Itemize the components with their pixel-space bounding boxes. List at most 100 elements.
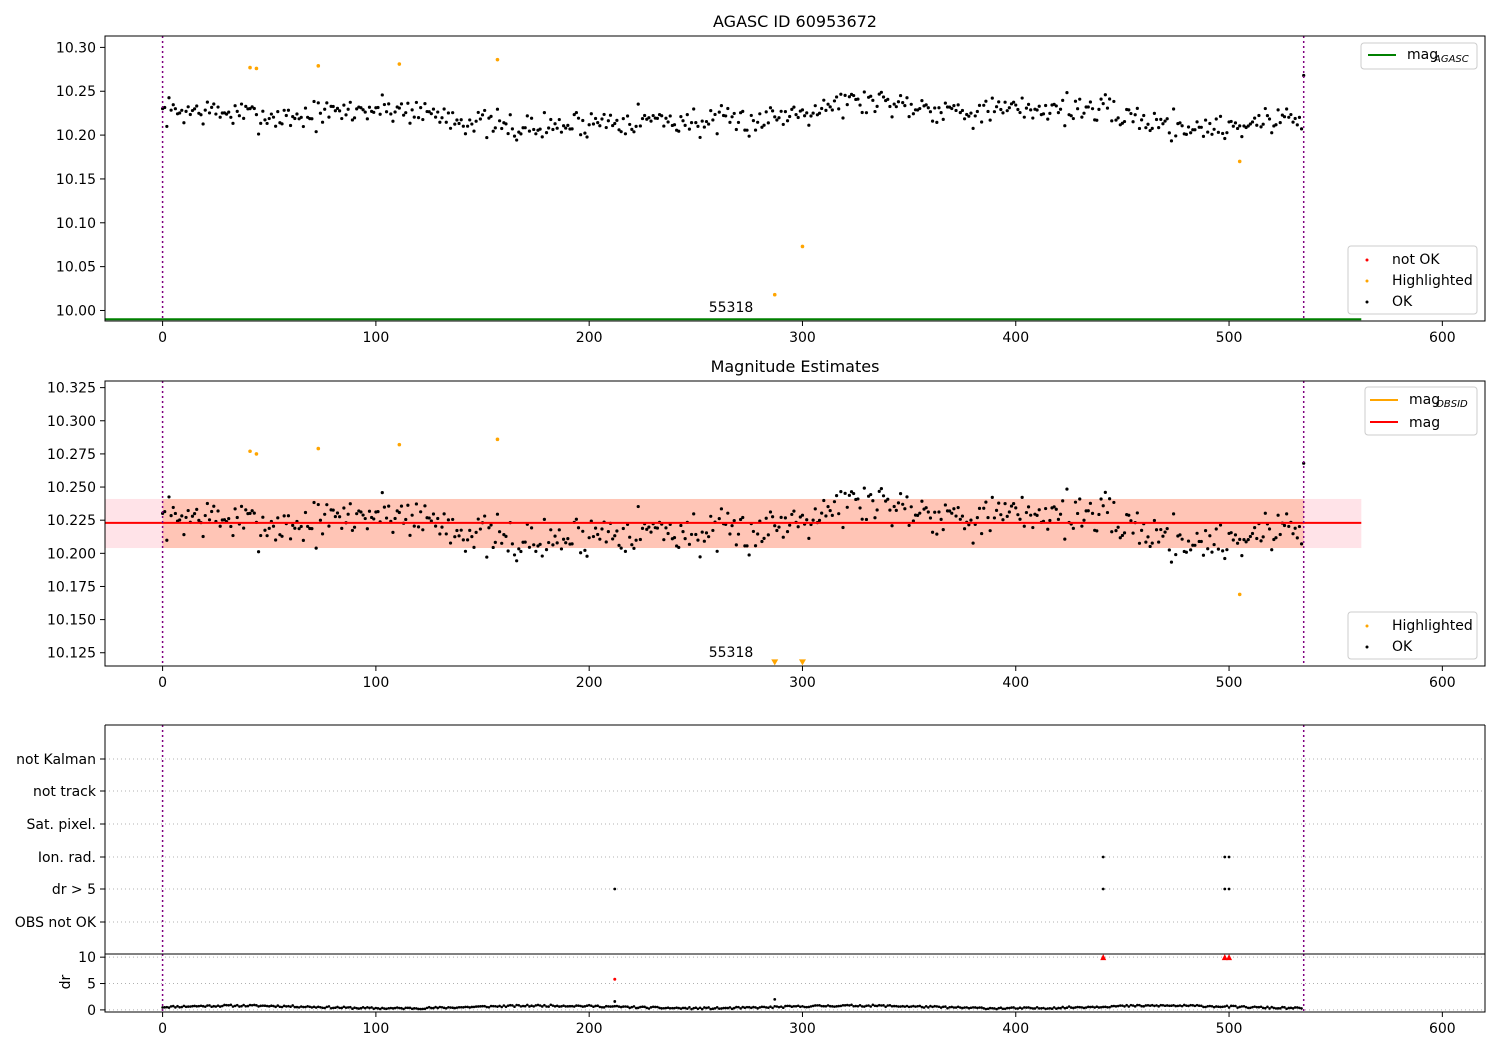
agasc-ok-point — [1024, 106, 1029, 110]
agasc-ok-point — [909, 102, 913, 106]
dr-point — [907, 1005, 911, 1009]
agasc-ok-point — [365, 117, 369, 121]
agasc-ok-point — [163, 105, 167, 110]
estimates-ok-point — [252, 511, 256, 515]
dr-point — [577, 1004, 580, 1007]
agasc-ok-point — [1259, 125, 1263, 129]
agasc-ok-point — [600, 117, 604, 121]
dr-point — [331, 1006, 335, 1010]
dr-point — [534, 1004, 538, 1007]
agasc-ok-point — [785, 119, 790, 123]
estimates-ok-point — [195, 507, 199, 511]
dr-point — [481, 1004, 484, 1008]
agasc-ok-point — [572, 112, 576, 117]
dr-point — [668, 1006, 672, 1010]
estimates-ok-point — [869, 492, 873, 497]
agasc-ok-point — [800, 108, 805, 112]
estimates-ok-point — [274, 538, 278, 542]
dr-point — [1001, 1007, 1005, 1011]
agasc-highlighted-point — [316, 64, 321, 68]
dr-point — [604, 1004, 608, 1008]
agasc-ok-point — [879, 90, 883, 94]
estimates-ok-point — [751, 529, 756, 534]
dr-point — [462, 1006, 465, 1009]
estimates-ok-point — [282, 514, 286, 518]
agasc-ok-point — [1163, 119, 1167, 123]
agasc-ok-point — [1142, 113, 1146, 118]
agasc-ok-point — [303, 106, 308, 110]
agasc-ok-point — [1146, 122, 1150, 126]
dr-point — [585, 1004, 589, 1008]
agasc-ok-point — [809, 114, 813, 118]
estimates-ok-point — [1026, 505, 1031, 509]
dr-point — [1091, 1005, 1094, 1009]
estimates-ok-point — [412, 524, 416, 528]
estimates-ok-point — [664, 526, 668, 530]
agasc-ok-point — [448, 126, 453, 130]
agasc-ok-point — [180, 108, 184, 112]
estimates-ok-point — [502, 533, 506, 537]
dr-point — [195, 1005, 199, 1008]
agasc-ok-point — [762, 123, 766, 127]
dr-point — [1080, 1006, 1084, 1009]
dr-point — [1212, 1005, 1216, 1009]
legend-mag-agasc-subscript: AGASC — [1433, 54, 1469, 65]
estimates-ok-point — [1229, 531, 1233, 535]
estimates-ok-point — [1278, 532, 1282, 537]
estimates-ok-point — [423, 504, 427, 508]
agasc-ok-point — [1148, 128, 1152, 133]
dr-point — [225, 1003, 228, 1007]
dr-point — [1065, 1006, 1069, 1010]
dr-point — [988, 1006, 992, 1010]
agasc-ok-point — [468, 118, 472, 122]
agasc-ok-point — [941, 117, 945, 121]
agasc-ok-point — [713, 112, 717, 117]
estimates-ok-point — [1189, 548, 1193, 552]
estimates-ok-point — [408, 533, 412, 537]
dr-point — [1050, 1007, 1054, 1011]
dr-point — [502, 1004, 506, 1007]
dr-point — [526, 1003, 529, 1007]
estimates-ok-point — [645, 527, 649, 531]
dr-point — [547, 1005, 550, 1008]
agasc-ok-point — [1210, 132, 1214, 136]
agasc-ok-point — [1127, 108, 1131, 112]
dr-point — [212, 1004, 216, 1008]
estimates-ok-point — [1146, 535, 1150, 539]
estimates-ok-point — [1159, 527, 1163, 532]
estimates-ok-point — [205, 501, 209, 506]
estimates-ok-point — [896, 501, 901, 505]
dr-point — [1195, 1003, 1199, 1007]
dr-point — [1264, 1006, 1267, 1010]
estimates-ok-point — [414, 502, 419, 506]
estimates-ok-point — [997, 501, 1001, 505]
dr-point — [253, 1003, 256, 1007]
agasc-ok-point — [1063, 124, 1067, 128]
dr-point — [950, 1005, 954, 1009]
estimates-ok-point — [988, 529, 992, 533]
agasc-ok-point — [796, 115, 800, 120]
estimates-ok-point — [677, 545, 681, 550]
estimates-ok-point — [1267, 527, 1272, 531]
estimates-ok-point — [600, 527, 604, 531]
dr-point — [1210, 1004, 1214, 1008]
dr-point — [709, 1007, 713, 1011]
dr-point — [1101, 1005, 1105, 1009]
dr-point — [1095, 1005, 1099, 1009]
dr-point — [873, 1004, 877, 1008]
estimates-ok-point — [391, 530, 395, 535]
dr-point — [1189, 1003, 1192, 1007]
dr-point — [1157, 1005, 1160, 1008]
agasc-ok-point — [335, 106, 340, 110]
agasc-ok-point — [858, 103, 862, 107]
agasc-ok-point — [1044, 103, 1048, 108]
dr-point — [850, 1003, 853, 1007]
agasc-ok-point — [832, 99, 837, 103]
dr-point — [869, 1005, 873, 1008]
agasc-ok-point — [282, 108, 286, 112]
estimates-ok-point — [583, 548, 587, 552]
estimates-ok-point — [615, 529, 619, 533]
dr-point — [389, 1006, 393, 1010]
estimates-ok-point — [933, 510, 937, 514]
agasc-ok-point — [636, 102, 640, 106]
